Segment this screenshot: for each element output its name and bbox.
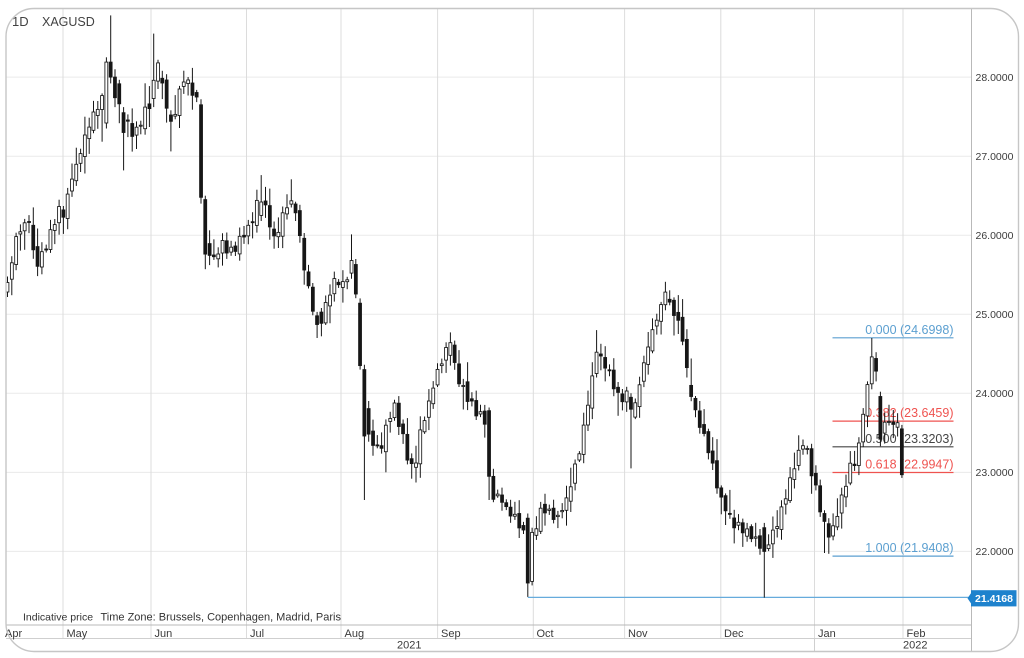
svg-text:28.0000: 28.0000 [976, 72, 1014, 84]
svg-text:Sep: Sep [441, 628, 461, 640]
svg-text:0.382 (23.6459): 0.382 (23.6459) [865, 406, 953, 420]
svg-text:Time Zone: Brussels, Copenhage: Time Zone: Brussels, Copenhagen, Madrid,… [101, 612, 342, 624]
svg-text:Jan: Jan [818, 628, 836, 640]
svg-text:Nov: Nov [628, 628, 648, 640]
svg-text:May: May [67, 628, 88, 640]
svg-text:2021: 2021 [397, 640, 421, 652]
svg-text:21.4168: 21.4168 [975, 593, 1013, 605]
svg-text:Feb: Feb [907, 628, 926, 640]
svg-text:Oct: Oct [537, 628, 554, 640]
svg-text:22.0000: 22.0000 [976, 546, 1014, 558]
svg-text:1D: 1D [12, 14, 29, 29]
svg-text:0.000 (24.6998): 0.000 (24.6998) [865, 323, 953, 337]
svg-text:2022: 2022 [903, 640, 927, 652]
svg-text:Dec: Dec [724, 628, 744, 640]
svg-text:25.0000: 25.0000 [976, 309, 1014, 321]
svg-text:27.0000: 27.0000 [976, 151, 1014, 163]
svg-text:Jun: Jun [155, 628, 173, 640]
svg-text:Indicative price: Indicative price [23, 612, 93, 624]
svg-text:0.500 (23.3203): 0.500 (23.3203) [865, 432, 953, 446]
svg-text:23.0000: 23.0000 [976, 467, 1014, 479]
svg-text:Aug: Aug [345, 628, 365, 640]
svg-text:Jul: Jul [250, 628, 264, 640]
svg-text:26.0000: 26.0000 [976, 230, 1014, 242]
svg-text:XAGUSD: XAGUSD [42, 15, 95, 29]
svg-text:0.618 (22.9947): 0.618 (22.9947) [865, 458, 953, 472]
svg-text:24.0000: 24.0000 [976, 388, 1014, 400]
svg-text:1.000 (21.9408): 1.000 (21.9408) [865, 541, 953, 555]
